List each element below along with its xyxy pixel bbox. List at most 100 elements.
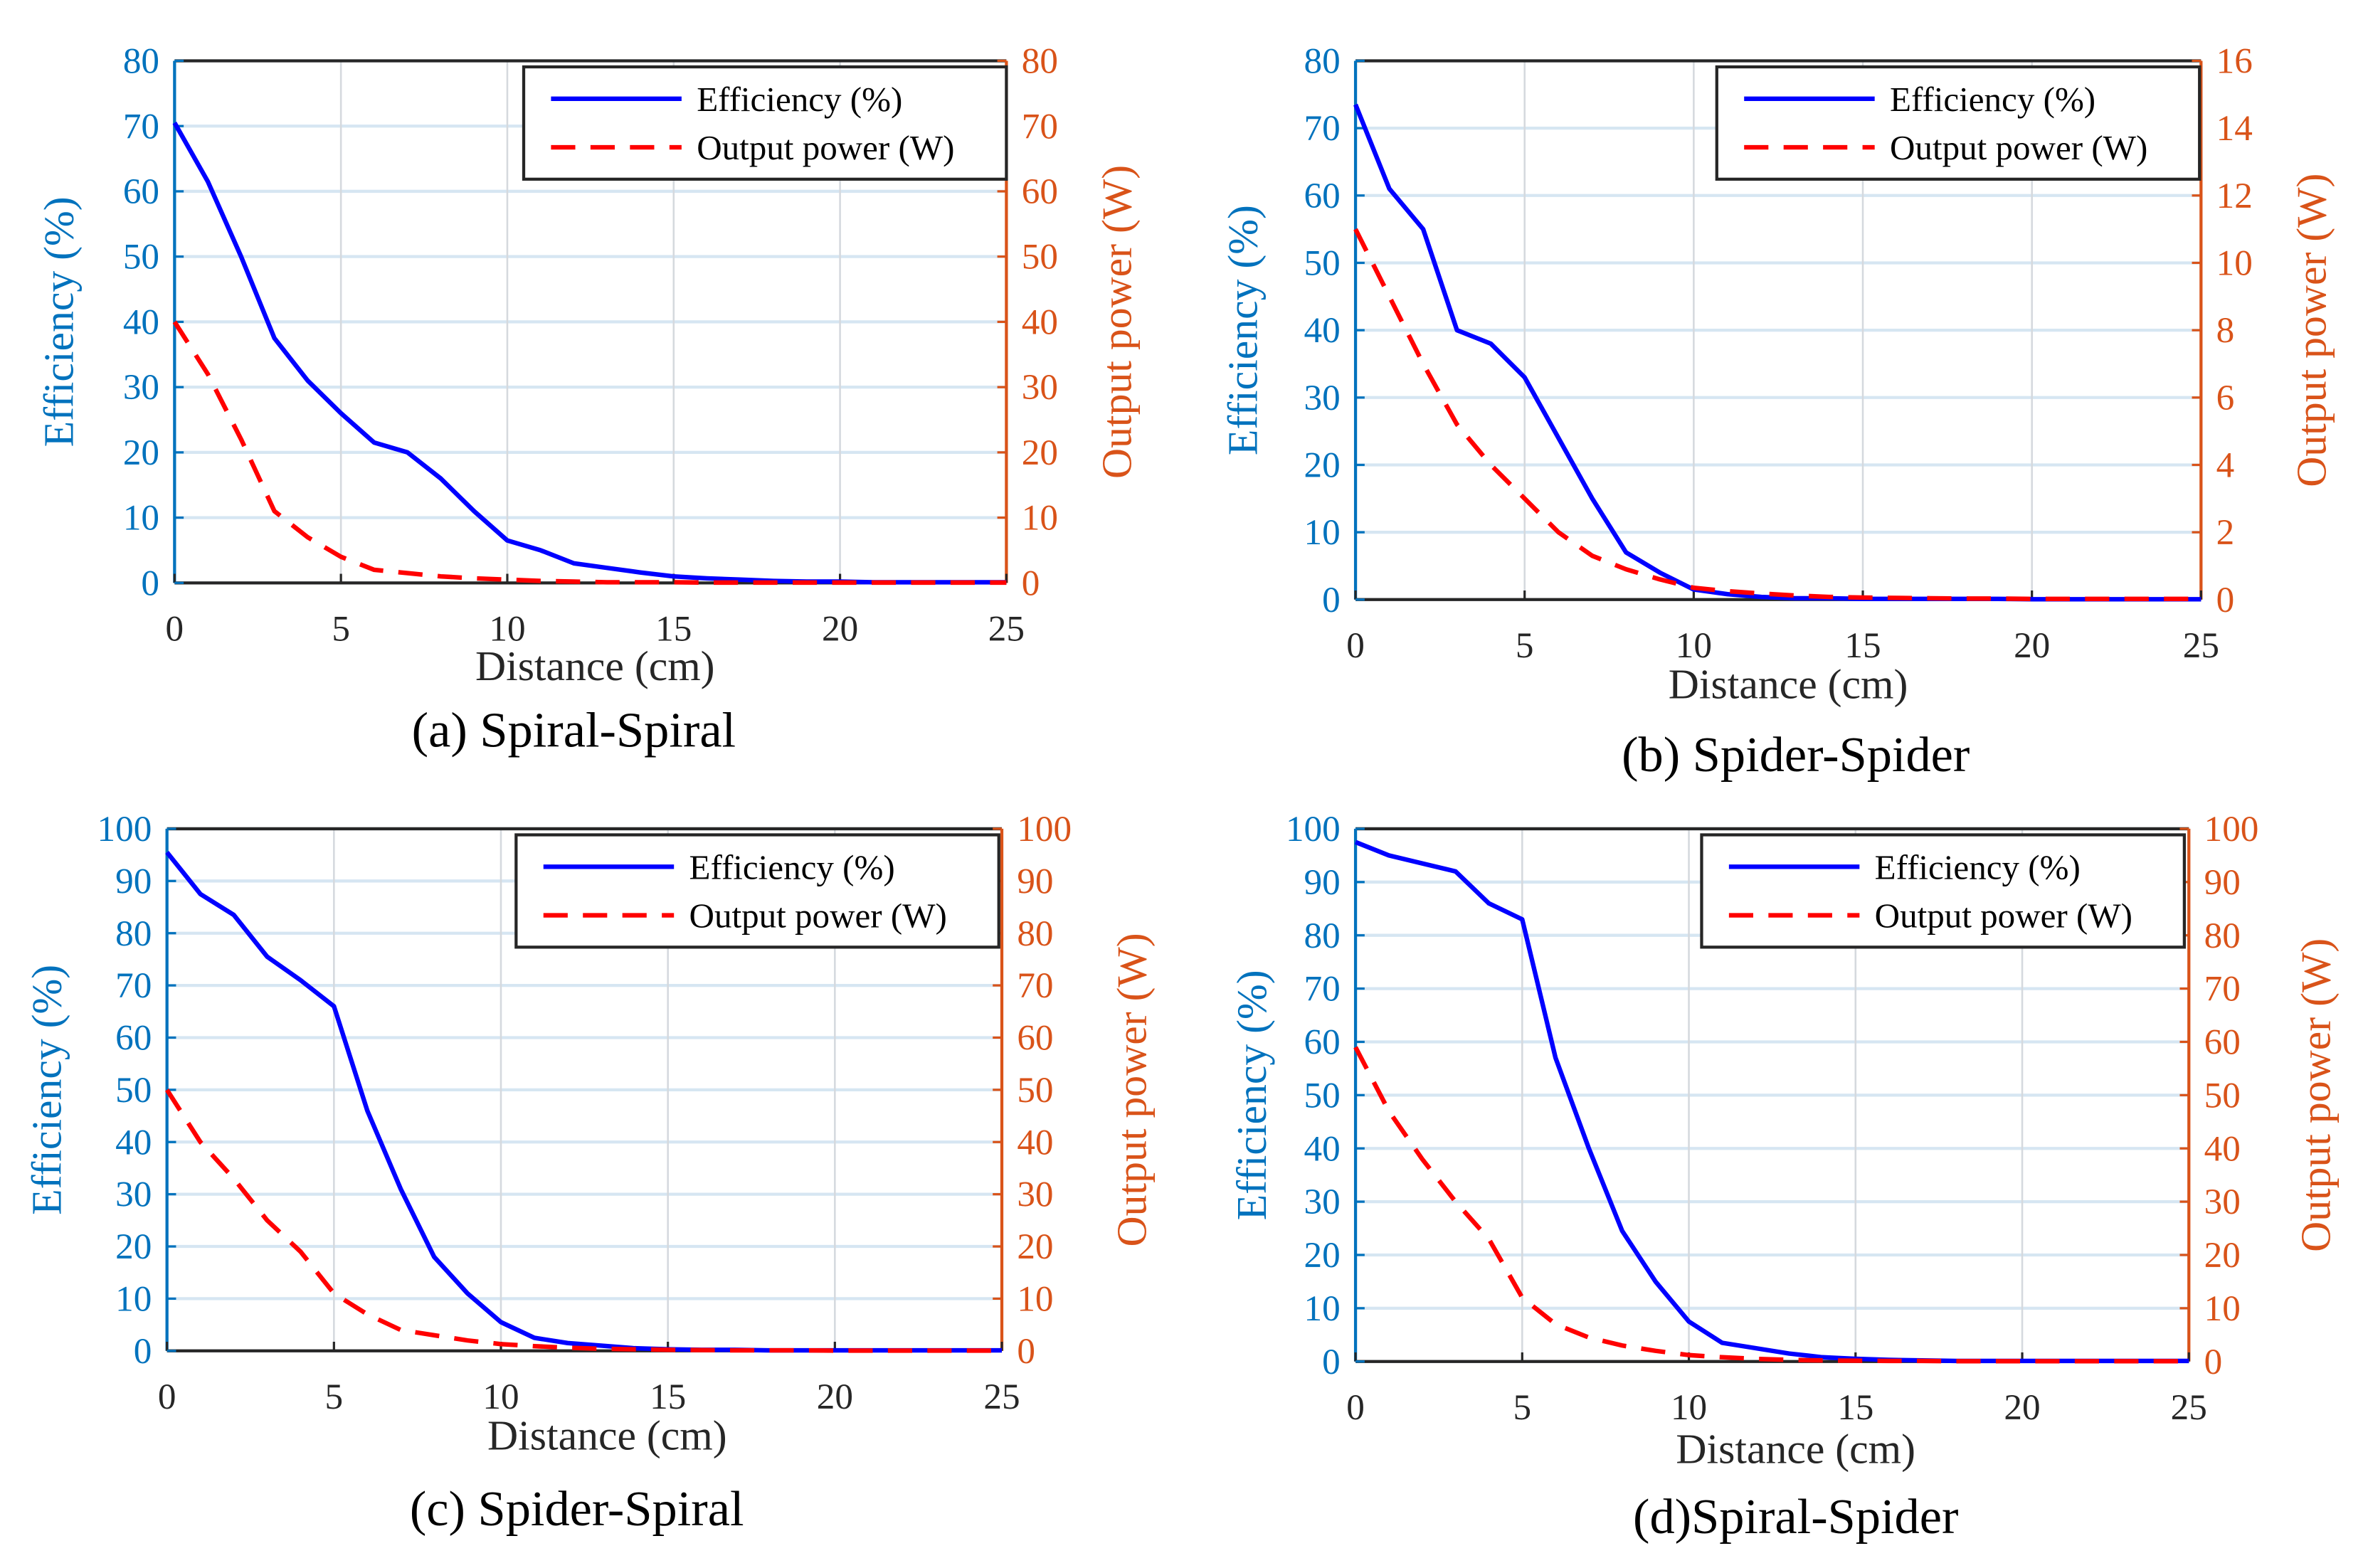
panel-caption: (c) Spider-Spiral: [410, 1481, 744, 1537]
y-left-tick-label: 100: [1286, 809, 1341, 849]
y-axis-label-left: Efficiency (%): [23, 965, 70, 1215]
y-right-tick-label: 100: [2204, 809, 2259, 849]
x-tick-label: 15: [1844, 625, 1881, 666]
y-left-tick-label: 30: [123, 367, 159, 408]
y-left-tick-label: 80: [115, 913, 152, 954]
y-right-tick-label: 80: [1022, 41, 1058, 82]
y-axis-label-left: Efficiency (%): [1228, 970, 1275, 1220]
y-right-tick-label: 60: [1017, 1018, 1053, 1059]
legend-label-power: Output power (W): [697, 128, 954, 167]
y-axis-label-left: Efficiency (%): [35, 196, 82, 447]
y-left-tick-label: 60: [1304, 1022, 1341, 1063]
y-right-tick-label: 8: [2216, 310, 2235, 351]
y-left-tick-label: 0: [141, 563, 159, 603]
x-tick-label: 10: [1671, 1387, 1707, 1428]
y-left-tick-label: 70: [1304, 969, 1341, 1010]
y-left-tick-label: 90: [1304, 862, 1341, 903]
y-left-tick-label: 40: [115, 1122, 152, 1162]
y-left-tick-label: 20: [115, 1227, 152, 1267]
y-right-tick-label: 20: [2204, 1235, 2241, 1276]
output-power-line: [164, 1088, 1002, 1353]
legend-box: [522, 65, 1008, 181]
y-right-tick-label: 0: [2204, 1342, 2223, 1382]
y-left-tick-label: 80: [1304, 41, 1341, 82]
x-tick-label: 20: [2014, 625, 2050, 666]
y-left-tick-label: 10: [1304, 512, 1341, 553]
y-right-tick-label: 60: [1022, 171, 1058, 212]
y-right-tick-label: 70: [1017, 965, 1053, 1006]
y-right-tick-label: 14: [2216, 108, 2253, 149]
output-power-line: [1353, 228, 2202, 602]
y-right-tick-label: 40: [1017, 1122, 1053, 1162]
y-left-tick-label: 30: [115, 1175, 152, 1215]
y-right-tick-label: 12: [2216, 176, 2253, 216]
y-left-tick-label: 10: [1304, 1288, 1341, 1329]
y-right-tick-label: 6: [2216, 378, 2235, 418]
y-right-tick-label: 60: [2204, 1022, 2241, 1063]
legend-label-efficiency: Efficiency (%): [697, 80, 902, 119]
x-tick-label: 5: [1516, 625, 1534, 666]
x-tick-label: 25: [983, 1377, 1020, 1417]
y-right-tick-label: 100: [1017, 809, 1072, 849]
x-tick-label: 0: [158, 1377, 176, 1417]
y-right-tick-label: 4: [2216, 445, 2235, 486]
x-tick-label: 25: [2183, 625, 2219, 666]
y-right-tick-label: 2: [2216, 512, 2235, 553]
y-left-tick-label: 10: [123, 498, 159, 539]
y-axis-label-right: Output power (W): [2293, 938, 2340, 1252]
legend: Efficiency (%) Output power (W): [514, 833, 1000, 949]
y-right-tick-label: 16: [2216, 41, 2253, 82]
y-left-tick-label: 0: [1322, 1342, 1341, 1382]
x-tick-label: 15: [650, 1377, 686, 1417]
legend: Efficiency (%) Output power (W): [1715, 65, 2202, 181]
legend-label-power: Output power (W): [1890, 128, 2147, 167]
x-tick-label: 0: [1346, 625, 1365, 666]
y-right-tick-label: 10: [2204, 1288, 2241, 1329]
y-right-tick-label: 20: [1022, 433, 1058, 473]
legend-box: [1715, 65, 2202, 181]
legend-box: [514, 833, 1000, 949]
y-right-tick-label: 10: [1022, 498, 1058, 539]
y-right-tick-label: 90: [2204, 862, 2241, 903]
y-right-tick-label: 30: [1017, 1175, 1053, 1215]
y-left-tick-label: 70: [1304, 108, 1341, 149]
y-left-tick-label: 80: [123, 41, 159, 82]
x-axis-label: Distance (cm): [1676, 1426, 1915, 1473]
y-axis-label-right: Output power (W): [1093, 165, 1140, 479]
y-right-tick-label: 40: [2204, 1128, 2241, 1169]
y-left-tick-label: 60: [1304, 176, 1341, 216]
y-left-tick-label: 40: [123, 302, 159, 342]
x-tick-label: 0: [166, 608, 184, 649]
y-right-tick-label: 40: [1022, 302, 1058, 342]
legend-label-efficiency: Efficiency (%): [1875, 847, 2081, 886]
y-left-tick-label: 50: [123, 237, 159, 277]
y-right-tick-label: 10: [1017, 1278, 1053, 1319]
y-left-tick-label: 80: [1304, 916, 1341, 956]
x-tick-label: 5: [325, 1377, 344, 1417]
legend: Efficiency (%) Output power (W): [522, 65, 1008, 181]
y-left-tick-label: 90: [115, 861, 152, 901]
y-left-tick-label: 70: [123, 106, 159, 147]
chart-panel-a: 0 5 10 15 20 25 0 10 20 30 40 50 60 70 80 0 10 20 30 40 50 60…: [35, 41, 1140, 758]
y-axis-label-right: Output power (W): [2288, 174, 2335, 487]
chart-panel-d: 0 5 10 15 20 25 0 10 20 30 40 50 60 70 80 90 100 0 10 20 30 4…: [1228, 809, 2339, 1545]
y-right-tick-label: 10: [2216, 243, 2253, 284]
x-tick-label: 20: [822, 608, 858, 649]
x-tick-label: 10: [482, 1377, 519, 1417]
y-right-tick-label: 50: [1017, 1070, 1053, 1111]
y-right-tick-label: 70: [2204, 969, 2241, 1010]
y-left-tick-label: 10: [115, 1278, 152, 1319]
y-left-tick-label: 100: [97, 809, 152, 849]
y-left-tick-label: 40: [1304, 310, 1341, 351]
x-tick-label: 15: [1837, 1387, 1873, 1428]
y-left-tick-label: 40: [1304, 1128, 1341, 1169]
y-left-tick-label: 60: [123, 171, 159, 212]
legend-label-efficiency: Efficiency (%): [689, 847, 895, 886]
y-right-tick-label: 80: [2204, 916, 2241, 956]
x-tick-label: 10: [1676, 625, 1712, 666]
x-tick-label: 0: [1346, 1387, 1365, 1428]
legend-label-power: Output power (W): [689, 896, 947, 936]
x-tick-label: 20: [817, 1377, 853, 1417]
y-left-tick-label: 20: [1304, 445, 1341, 486]
